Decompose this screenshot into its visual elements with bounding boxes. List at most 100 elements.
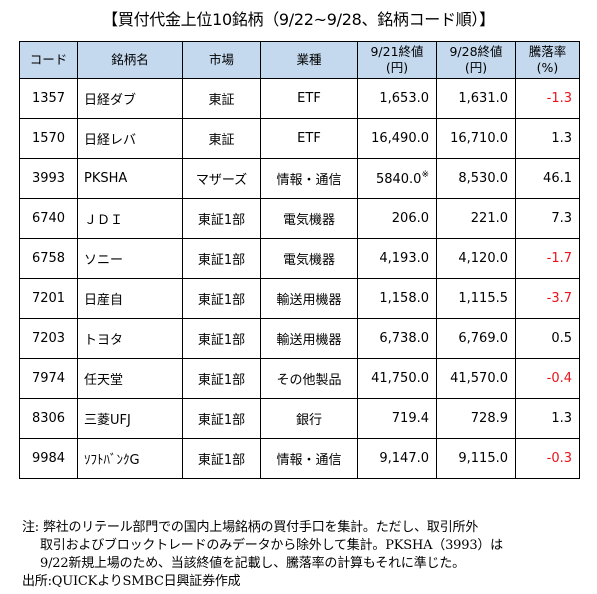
close-0921-value: 4,193.0 [379, 251, 429, 266]
stock-name: 任天堂 [77, 358, 183, 399]
table-row: 7201 日産自 東証1部 輸送用機器 1,158.0 1,115.5 -3.7 [19, 278, 580, 319]
source-note: 出所:QUICKよりSMBC日興証券作成 [22, 574, 241, 589]
header-close-0928: 9/28終値 (円) [436, 41, 516, 79]
change-rate: 46.1 [515, 158, 580, 199]
close-0921: 4,193.0 [357, 238, 437, 279]
header-close-0921: 9/21終値 (円) [357, 41, 437, 79]
footnote-mark: ※ [421, 170, 429, 180]
close-0921-value: 9,147.0 [379, 451, 429, 466]
table-row: 7203 トヨタ 東証1部 輸送用機器 6,738.0 6,769.0 0.5 [19, 318, 580, 359]
close-0921: 1,158.0 [357, 278, 437, 319]
sector: ETF [260, 118, 358, 159]
market: 東証1部 [182, 358, 261, 399]
stock-code: 1570 [19, 118, 78, 159]
table-row: 6740 ＪＤＩ 東証1部 電気機器 206.0 221.0 7.3 [19, 198, 580, 239]
close-0921-value: 5840.0 [375, 172, 422, 187]
stock-name: 日経レバ [77, 118, 183, 159]
close-0921: 6,738.0 [357, 318, 437, 359]
market: 東証1部 [182, 278, 261, 319]
header-code: コード [19, 41, 78, 79]
header-change-line1: 騰落率 [528, 44, 567, 59]
sector: 銀行 [260, 398, 358, 439]
sector: 電気機器 [260, 238, 358, 279]
close-0921: 16,490.0 [357, 118, 437, 159]
close-0921: 1,653.0 [357, 78, 437, 119]
stock-code: 6740 [19, 198, 78, 239]
table-row: 1570 日経レバ 東証 ETF 16,490.0 16,710.0 1.3 [19, 118, 580, 159]
change-rate: -3.7 [515, 278, 580, 319]
market: マザーズ [182, 158, 261, 199]
header-close-0928-line2: (円) [464, 60, 488, 75]
close-0928: 9,115.0 [436, 438, 516, 479]
header-change-line2: (%) [536, 60, 559, 75]
stock-name: 三菱UFJ [77, 398, 183, 439]
close-0921-value: 1,158.0 [379, 291, 429, 306]
stock-code: 7974 [19, 358, 78, 399]
header-row: コード 銘柄名 市場 業種 9/21終値 (円) 9/28終値 (円) 騰落率 … [19, 41, 580, 79]
change-rate: -0.3 [515, 438, 580, 479]
sector: ETF [260, 78, 358, 119]
stock-code: 1357 [19, 78, 78, 119]
market: 東証1部 [182, 398, 261, 439]
header-sector: 業種 [260, 41, 358, 79]
close-0928: 1,631.0 [436, 78, 516, 119]
market: 東証 [182, 118, 261, 159]
table-row: 8306 三菱UFJ 東証1部 銀行 719.4 728.9 1.3 [19, 398, 580, 439]
change-rate: -1.7 [515, 238, 580, 279]
stock-code: 7203 [19, 318, 78, 359]
header-close-0921-line2: (円) [385, 60, 409, 75]
close-0921: 9,147.0 [357, 438, 437, 479]
stock-code: 8306 [19, 398, 78, 439]
stock-name: ソニー [77, 238, 183, 279]
change-rate: -1.3 [515, 78, 580, 119]
note-line-3: 9/22新規上場のため、当該終値を記載し、騰落率の計算もそれに準じた。 [40, 556, 465, 571]
table-title: 【買付代金上位10銘柄（9/22~9/28、銘柄コード順）】 [102, 10, 495, 29]
change-rate: 7.3 [515, 198, 580, 239]
close-0921-value: 41,750.0 [371, 371, 429, 386]
close-0928: 728.9 [436, 398, 516, 439]
table-row: 9984 ｿﾌﾄﾊﾞﾝｸG 東証1部 情報・通信 9,147.0 9,115.0 -0.3 [19, 438, 580, 479]
sector: その他製品 [260, 358, 358, 399]
close-0928: 8,530.0 [436, 158, 516, 199]
close-0921: 206.0 [357, 198, 437, 239]
close-0928: 221.0 [436, 198, 516, 239]
stock-name: 日産自 [77, 278, 183, 319]
sector: 輸送用機器 [260, 278, 358, 319]
close-0921: 41,750.0 [357, 358, 437, 399]
header-close-0928-line1: 9/28終値 [449, 44, 503, 59]
close-0928: 41,570.0 [436, 358, 516, 399]
table-body: 1357 日経ダブ 東証 ETF 1,653.0 1,631.0 -1.3 1570 日経レバ東… [19, 78, 580, 479]
change-rate: -0.4 [515, 358, 580, 399]
table-row: 7974 任天堂 東証1部 その他製品 41,750.0 41,570.0 -0.4 [19, 358, 580, 399]
stock-code: 6758 [19, 238, 78, 279]
stock-name: PKSHA [77, 158, 183, 199]
table-row: 6758 ソニー 東証1部 電気機器 4,193.0 4,120.0 -1.7 [19, 238, 580, 279]
header-name: 銘柄名 [77, 41, 183, 79]
sector: 電気機器 [260, 198, 358, 239]
note-line-1: 注: 弊社のリテール部門での国内上場銘柄の買付手口を集計。ただし、取引所外 [22, 520, 479, 535]
header-change: 騰落率 (%) [515, 41, 580, 79]
sector: 情報・通信 [260, 438, 358, 479]
stock-code: 7201 [19, 278, 78, 319]
stock-code: 9984 [19, 438, 78, 479]
close-0928: 4,120.0 [436, 238, 516, 279]
change-rate: 1.3 [515, 398, 580, 439]
close-0921-value: 16,490.0 [371, 131, 429, 146]
market: 東証 [182, 78, 261, 119]
change-rate: 0.5 [515, 318, 580, 359]
change-rate: 1.3 [515, 118, 580, 159]
close-0921: 5840.0※ [357, 158, 437, 199]
close-0928: 1,115.5 [436, 278, 516, 319]
stock-name: ＪＤＩ [77, 198, 183, 239]
close-0928: 16,710.0 [436, 118, 516, 159]
sector: 情報・通信 [260, 158, 358, 199]
stock-name: トヨタ [77, 318, 183, 359]
header-close-0921-line1: 9/21終値 [370, 44, 424, 59]
top10-buy-table: コード 銘柄名 市場 業種 9/21終値 (円) 9/28終値 (円) 騰落率 … [19, 41, 580, 479]
stock-name: 日経ダブ [77, 78, 183, 119]
table-row: 1357 日経ダブ 東証 ETF 1,653.0 1,631.0 -1.3 [19, 78, 580, 119]
stock-name: ｿﾌﾄﾊﾞﾝｸG [77, 438, 183, 479]
stock-code: 3993 [19, 158, 78, 199]
close-0921-value: 719.4 [391, 411, 429, 426]
market: 東証1部 [182, 318, 261, 359]
